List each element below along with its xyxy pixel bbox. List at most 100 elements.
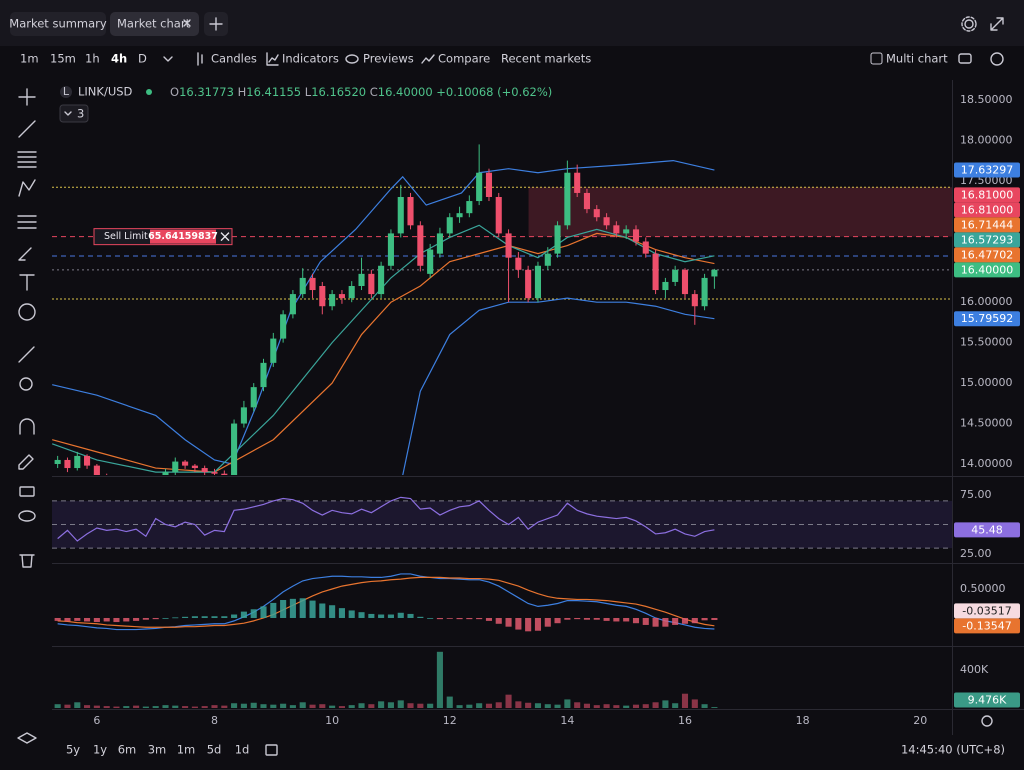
brush-tool[interactable] [18,247,32,261]
range-button[interactable]: 5d [207,743,222,757]
ruler-tool[interactable] [18,346,35,363]
volume-bar [652,702,659,708]
camera-icon[interactable] [958,53,972,64]
interval[interactable]: 15m [50,52,76,66]
help-icon[interactable] [990,52,1004,66]
candle-body [681,269,689,295]
macd-histogram-bar [427,617,434,619]
price-badge [954,603,1020,619]
calendar-icon[interactable] [265,744,278,756]
lines-tool[interactable] [17,151,37,168]
crosshair-tool[interactable] [18,88,36,106]
indicator-count: 3 [77,107,84,121]
candle-body [583,192,590,210]
order-cancel-icon[interactable] [220,232,230,242]
volume-bar [319,704,326,708]
candle-body [407,196,414,226]
toolbar-button[interactable]: Previews [363,52,414,66]
macd-histogram-bar [240,611,247,618]
candle-body [64,459,71,469]
candle-body [191,465,198,469]
indicators-icon [266,52,279,66]
volume-bar [466,704,473,708]
price-tick-label: 14.00000 [960,457,1013,470]
candle-body [162,472,169,475]
pattern-tool[interactable] [18,179,36,197]
macd-histogram-bar [103,617,110,622]
candle-body [485,172,493,197]
range-button[interactable]: 3m [148,743,167,757]
order-tag-amount-bg [150,229,216,244]
macd-histogram-bar [152,617,159,620]
volume-bar [593,705,600,708]
candle-body [456,213,463,218]
close-tab-icon[interactable] [183,19,191,27]
macd-histogram-bar [583,617,590,620]
macd-histogram-bar [476,617,483,620]
layers-icon[interactable] [17,732,37,744]
volume-bar [427,703,434,708]
indicator-line [402,297,715,475]
checkbox[interactable] [870,52,883,65]
macd-histogram-bar [54,617,61,621]
price-badge [954,232,1020,248]
magnet-tool[interactable] [19,418,35,435]
volume-bar [456,705,463,708]
chevron-icon[interactable] [163,56,173,62]
lock-tool[interactable] [19,486,35,497]
draw-lock-tool[interactable] [18,454,34,470]
interval-active[interactable]: 4h [111,52,127,66]
previews-icon [345,54,359,64]
zoom-tool[interactable] [19,377,33,391]
candle-body [260,362,267,388]
interval[interactable]: 1m [20,52,39,66]
macd-histogram-bar [515,617,522,630]
indicator-panes [52,496,952,708]
axis-settings-icon[interactable] [981,715,993,727]
interval[interactable]: 1h [85,52,100,66]
candle-body [378,265,385,295]
toolbar-button[interactable]: Recent markets [501,52,591,66]
range-button[interactable]: 6m [118,743,137,757]
volume-bar [603,704,610,708]
tab-active[interactable] [110,12,199,36]
range-button[interactable]: 1d [235,743,250,757]
candle-body [299,277,306,295]
time-tick-label: 14 [560,714,574,727]
candle-body [593,209,600,218]
line-tool[interactable] [18,120,36,138]
price-tick-label: 18.50000 [960,93,1013,106]
interval[interactable]: D [138,52,147,66]
toolbar-button[interactable]: Indicators [282,52,339,66]
candle-body [574,172,581,193]
range-button[interactable]: 1y [93,743,107,757]
indicators-toggle[interactable] [59,104,89,123]
macd-histogram-bar [289,598,296,618]
candle-body [534,265,542,299]
range-button[interactable]: 5y [66,743,80,757]
visibility-tool[interactable] [18,510,36,522]
clock: 14:45:40 (UTC+8) [901,743,1005,757]
delete-tool[interactable] [19,554,35,568]
fib-tool[interactable] [17,215,37,229]
macd-histogram-bar [603,617,610,621]
tab[interactable] [10,12,106,36]
candle-body [387,233,394,266]
text-tool[interactable] [19,274,35,291]
expand-icon[interactable] [990,17,1004,31]
price-badge-label: 16.81000 [961,203,1014,216]
macd-histogram-bar [436,617,443,620]
toolbar-button[interactable]: Candles [211,52,257,66]
price-badge-label: -0.13547 [962,619,1011,632]
symbol-icon-letter: L [63,85,70,98]
candle-body [427,249,434,274]
range-button[interactable]: 1m [177,743,196,757]
candle-body [525,269,532,299]
candle-body [348,285,355,299]
macd-histogram-bar [701,617,708,621]
volume-bar [211,705,218,708]
settings-icon[interactable] [964,19,974,29]
toolbar-button[interactable]: Compare [438,52,490,66]
time-tick-label: 18 [796,714,810,727]
emoji-tool[interactable] [18,303,36,321]
